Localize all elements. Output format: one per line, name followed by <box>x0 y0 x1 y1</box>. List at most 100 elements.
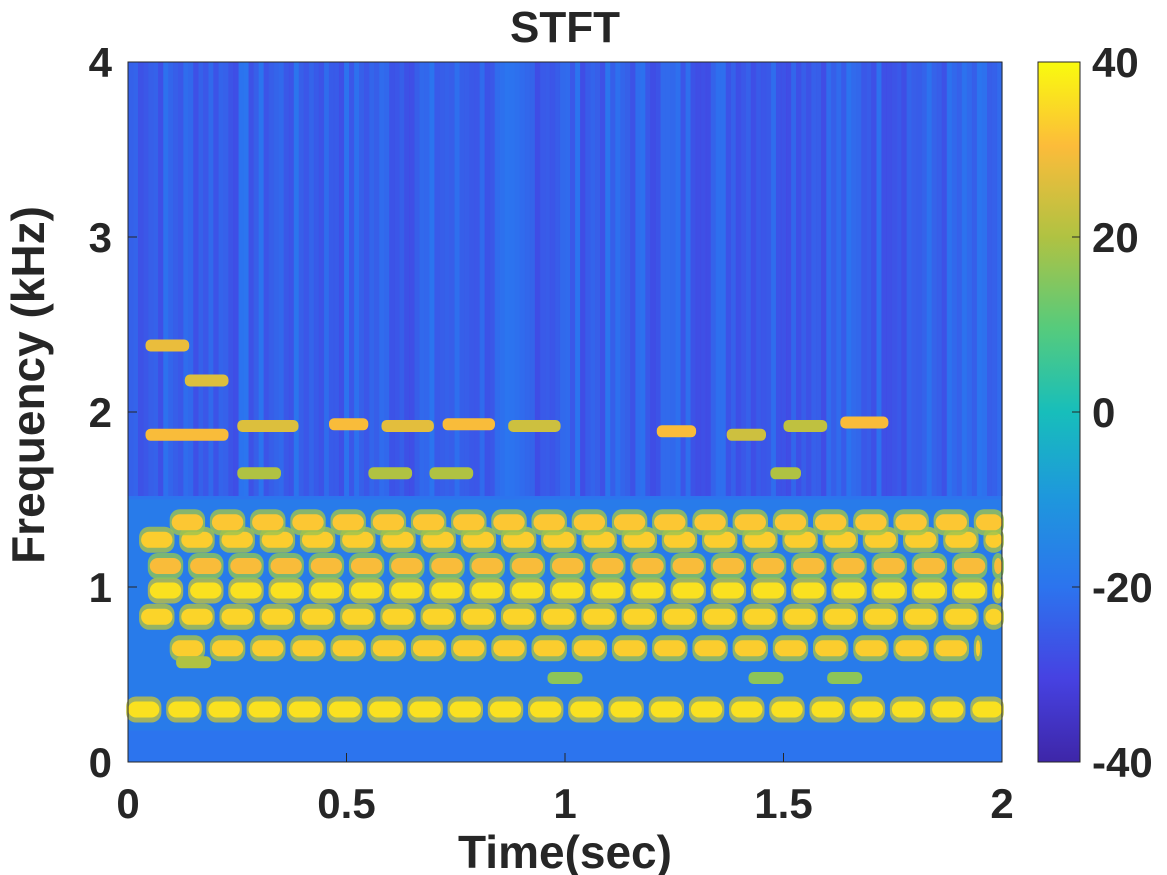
stripe-cell <box>509 62 516 496</box>
x-tick-label: 0 <box>116 780 139 827</box>
harmonic-band <box>310 558 343 574</box>
harmonic-band <box>511 558 544 574</box>
harmonic-band <box>815 640 847 657</box>
stripe-cell <box>288 62 295 496</box>
harmonic-band <box>422 608 454 625</box>
harmonic-band <box>855 640 887 657</box>
stripe-cell <box>705 62 712 496</box>
stripe-cell <box>966 62 973 496</box>
stripe-cell <box>856 62 862 496</box>
stripe-cell <box>298 62 305 496</box>
stripe-cell <box>620 62 626 496</box>
harmonic-band <box>211 640 244 657</box>
stripe-cell <box>765 62 772 496</box>
stripe-cell <box>128 62 134 496</box>
stripe-cell <box>660 62 667 496</box>
harmonic-band <box>623 531 655 548</box>
stripe-cell <box>459 62 466 496</box>
stripe-cell <box>444 62 451 496</box>
stripe-cell <box>670 62 677 496</box>
harmonic-band <box>573 640 606 657</box>
harmonic-band <box>771 701 803 718</box>
harmonic-band <box>382 531 414 548</box>
stripe-cell <box>866 62 872 496</box>
stripe-cell <box>173 62 179 496</box>
stripe-cell <box>730 62 737 496</box>
harmonic-band <box>382 608 414 625</box>
stripe-cell <box>138 62 144 496</box>
stripe-cell <box>389 62 395 496</box>
note-segment <box>237 467 281 480</box>
harmonic-band <box>511 582 544 599</box>
stripe-cell <box>926 62 933 496</box>
harmonic-band <box>493 514 525 531</box>
harmonic-band <box>975 514 1002 531</box>
harmonic-band <box>181 608 213 625</box>
harmonic-band <box>453 514 485 531</box>
harmonic-band <box>913 582 946 599</box>
stripe-cell <box>991 62 998 496</box>
harmonic-band <box>502 531 535 548</box>
stripe-cell <box>735 62 742 496</box>
stripe-cell <box>243 62 250 496</box>
stripe-cell <box>439 62 446 496</box>
harmonic-band <box>149 558 182 574</box>
harmonic-band <box>292 640 324 657</box>
stripe-cell <box>163 62 169 496</box>
stripe-cell <box>303 62 310 496</box>
harmonic-band <box>221 608 253 625</box>
harmonic-band <box>592 558 624 574</box>
harmonic-band <box>994 582 1002 599</box>
harmonic-band <box>654 640 686 657</box>
stripe-cell <box>931 62 938 496</box>
stripe-cell <box>655 62 662 496</box>
stripe-cell <box>886 62 893 496</box>
harmonic-band <box>342 531 374 548</box>
stripe-cell <box>228 62 235 496</box>
stripe-cell <box>650 62 657 496</box>
harmonic-band <box>332 640 364 657</box>
stripe-cell <box>223 62 230 496</box>
harmonic-band <box>471 582 503 599</box>
harmonic-band <box>462 608 495 625</box>
stripe-cell <box>821 62 827 496</box>
stripe-cell <box>208 62 214 496</box>
stripe-cell <box>233 62 240 496</box>
stripe-cell <box>519 62 526 496</box>
stripe-cell <box>414 62 420 496</box>
harmonic-band <box>972 701 1002 718</box>
harmonic-band <box>453 640 485 657</box>
stripe-cell <box>263 62 270 496</box>
harmonic-band <box>985 608 1002 625</box>
harmonic-band <box>369 701 401 718</box>
harmonic-band <box>774 514 807 531</box>
stripe-cell <box>514 62 521 496</box>
stripe-cell <box>489 62 496 496</box>
stripe-cell <box>529 62 536 496</box>
harmonic-band <box>815 514 847 531</box>
note-segment <box>145 428 229 441</box>
harmonic-band <box>342 608 374 625</box>
chart-title: STFT <box>510 3 620 52</box>
harmonic-band <box>190 582 222 599</box>
stripe-cell <box>700 62 707 496</box>
harmonic-band <box>895 514 927 531</box>
stripe-cell <box>796 62 802 496</box>
stripe-cell <box>635 62 641 496</box>
harmonic-band <box>301 531 334 548</box>
harmonic-band <box>230 558 262 574</box>
stripe-cell <box>499 62 506 496</box>
stripe-cell <box>409 62 415 496</box>
stripe-cell <box>544 62 551 496</box>
harmonic-band <box>873 582 905 599</box>
stripe-cell <box>570 62 576 496</box>
stripe-cell <box>826 62 832 496</box>
note-segment <box>442 418 495 431</box>
harmonic-band <box>570 701 602 718</box>
stripe-cell <box>283 62 290 496</box>
note-segment <box>368 467 413 480</box>
harmonic-band <box>471 558 503 574</box>
y-tick-label: 4 <box>89 39 113 86</box>
stripe-cell <box>806 62 812 496</box>
